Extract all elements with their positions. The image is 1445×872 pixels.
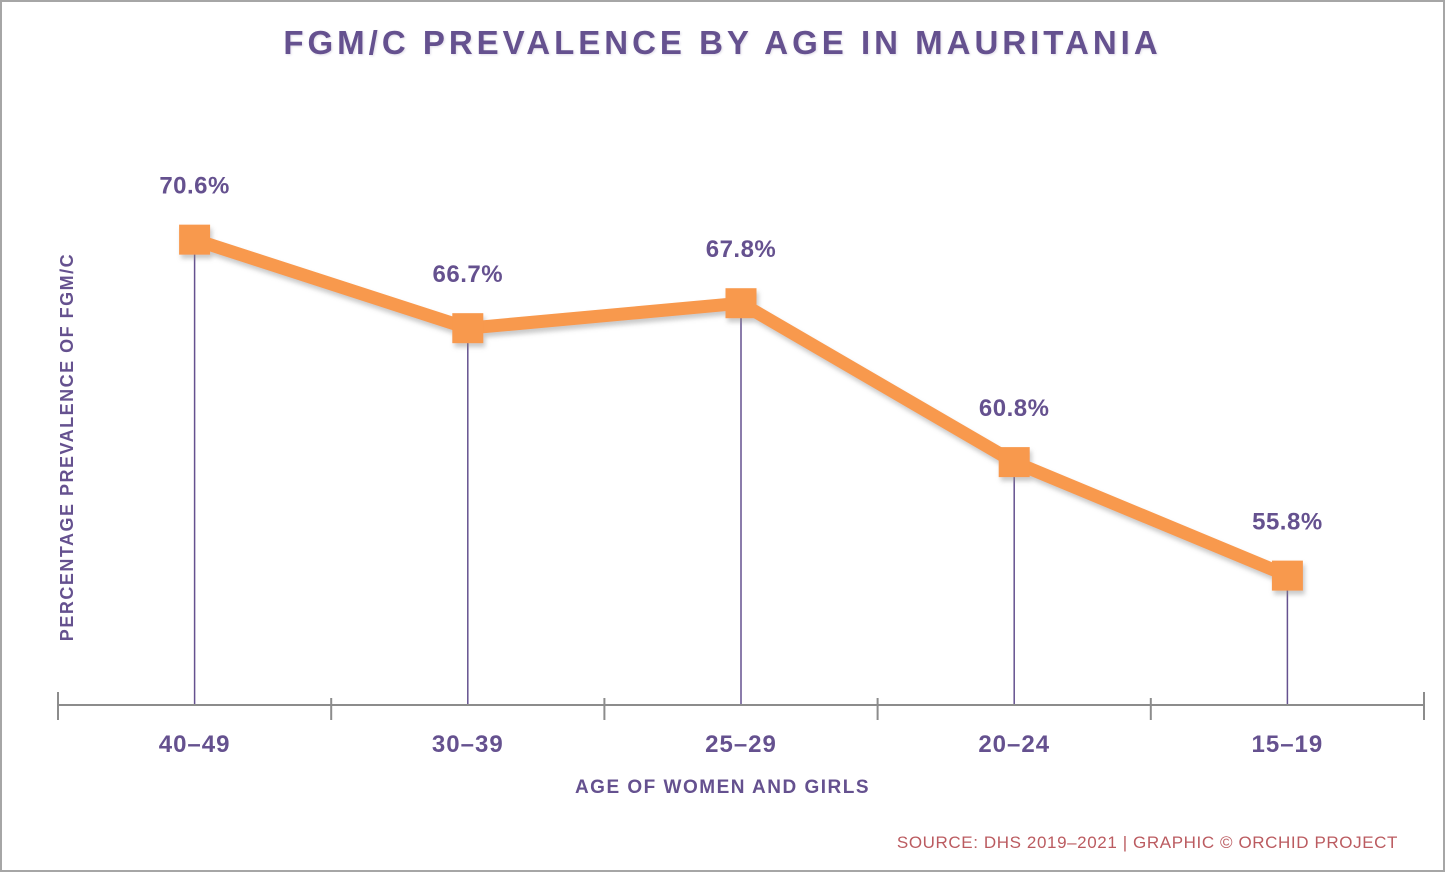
point-value-label: 66.7% bbox=[433, 261, 504, 288]
x-tick-label: 40–49 bbox=[159, 731, 231, 758]
point-value-label: 70.6% bbox=[159, 173, 230, 200]
data-point-marker bbox=[179, 224, 211, 255]
data-point-marker bbox=[452, 313, 484, 344]
x-tick-label: 25–29 bbox=[705, 731, 777, 758]
point-value-label: 67.8% bbox=[706, 236, 777, 263]
chart-title: FGM/C PREVALENCE BY AGE IN MAURITANIA bbox=[283, 24, 1162, 61]
data-point-marker bbox=[998, 447, 1030, 478]
point-value-label: 55.8% bbox=[1252, 509, 1323, 536]
data-point-marker bbox=[1271, 560, 1303, 591]
x-axis-title: AGE OF WOMEN AND GIRLS bbox=[574, 777, 871, 798]
data-point-marker bbox=[725, 288, 757, 319]
x-tick-label: 30–39 bbox=[432, 731, 504, 758]
x-tick-label: 20–24 bbox=[978, 731, 1050, 758]
x-tick-label: 15–19 bbox=[1252, 731, 1324, 758]
data-series bbox=[179, 224, 1303, 591]
source-credit: SOURCE: DHS 2019–2021 | GRAPHIC © ORCHID… bbox=[896, 833, 1398, 852]
point-value-label: 60.8% bbox=[979, 395, 1050, 422]
